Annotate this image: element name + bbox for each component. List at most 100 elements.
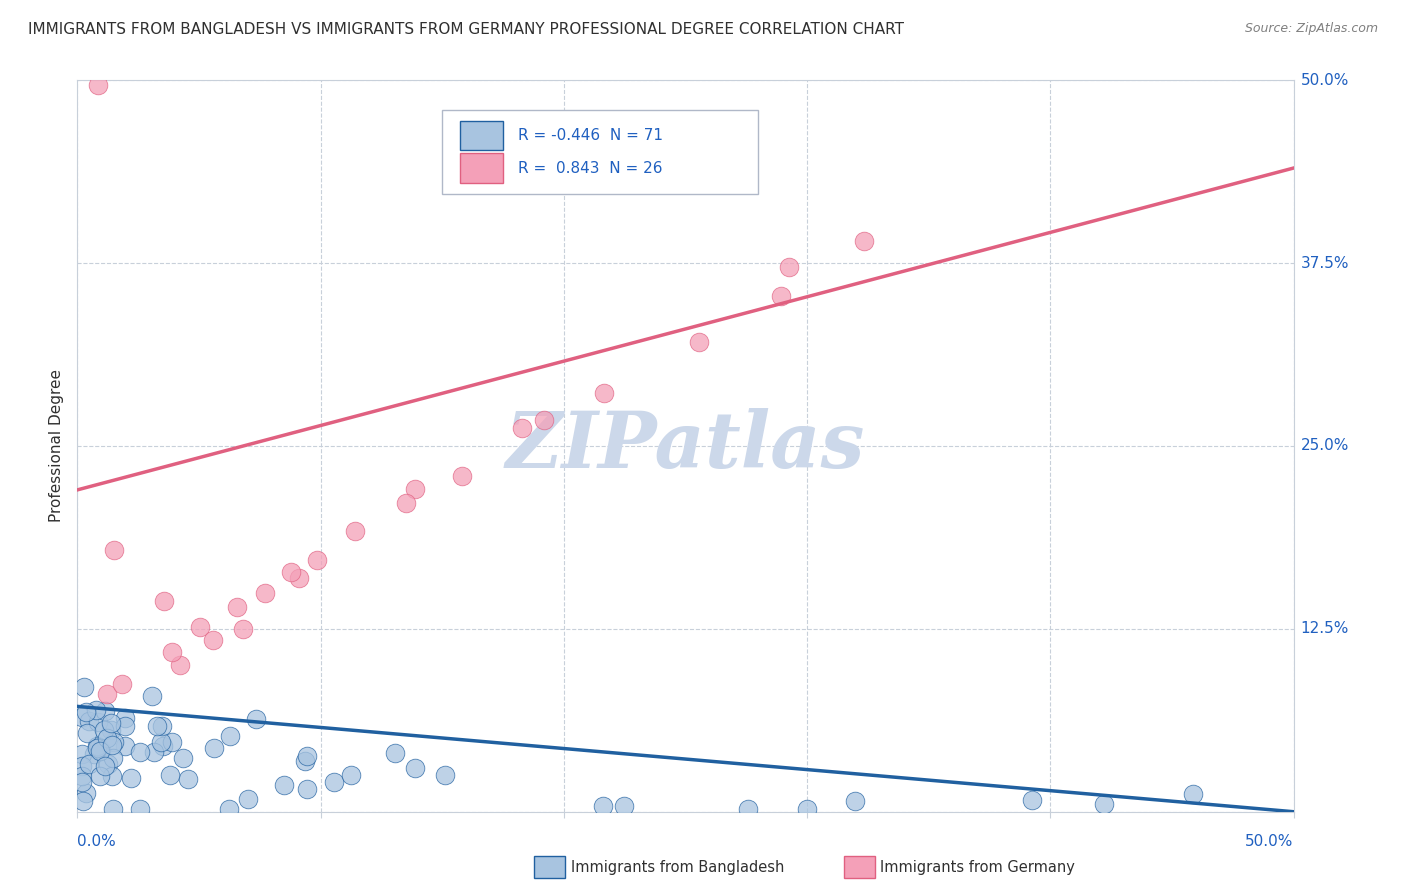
Point: [384, 746, 406, 760]
Point: [120, 771, 142, 785]
Point: [87, 740, 110, 755]
Point: [273, 778, 295, 792]
Point: [160, 645, 183, 659]
Text: R =  0.843  N = 26: R = 0.843 N = 26: [517, 161, 662, 176]
Point: [613, 798, 636, 813]
Text: Immigrants from Bangladesh: Immigrants from Bangladesh: [571, 860, 785, 874]
Point: [150, 719, 173, 733]
Point: [141, 690, 163, 704]
Point: [103, 542, 125, 557]
Point: [149, 734, 172, 748]
Point: [70, 759, 93, 773]
Point: [343, 524, 366, 539]
Point: [305, 553, 328, 567]
Point: [101, 739, 124, 753]
Point: [796, 802, 818, 816]
Point: [201, 633, 224, 648]
Point: [1182, 787, 1205, 801]
Point: [322, 775, 344, 789]
Point: [433, 768, 456, 782]
Point: [160, 735, 183, 749]
Text: Immigrants from Germany: Immigrants from Germany: [880, 860, 1076, 874]
Point: [70, 774, 93, 789]
Point: [77, 714, 100, 728]
Point: [103, 735, 125, 749]
Point: [253, 586, 276, 600]
Point: [94, 704, 117, 718]
Point: [101, 751, 124, 765]
Text: IMMIGRANTS FROM BANGLADESH VS IMMIGRANTS FROM GERMANY PROFESSIONAL DEGREE CORREL: IMMIGRANTS FROM BANGLADESH VS IMMIGRANTS…: [28, 22, 904, 37]
Text: 50.0%: 50.0%: [1246, 834, 1294, 849]
Point: [737, 802, 759, 816]
Point: [75, 705, 97, 719]
Point: [75, 786, 97, 800]
Point: [533, 413, 555, 427]
Bar: [460, 153, 503, 183]
Point: [592, 798, 614, 813]
Point: [169, 658, 191, 673]
Point: [83, 747, 105, 761]
Point: [70, 747, 93, 761]
Point: [451, 469, 474, 483]
Point: [100, 723, 122, 737]
Point: [73, 680, 96, 694]
Point: [93, 723, 115, 737]
Point: [404, 761, 426, 775]
Point: [295, 782, 318, 797]
Point: [172, 751, 194, 765]
Point: [114, 719, 136, 733]
Point: [287, 571, 309, 585]
Point: [76, 726, 98, 740]
Text: 0.0%: 0.0%: [77, 834, 117, 849]
Point: [769, 288, 792, 302]
Point: [593, 386, 616, 401]
Point: [404, 482, 426, 496]
Point: [202, 740, 225, 755]
Point: [852, 234, 875, 248]
Text: 50.0%: 50.0%: [1301, 73, 1348, 87]
Point: [90, 743, 112, 757]
Point: [94, 759, 117, 773]
Point: [340, 768, 363, 782]
Point: [114, 710, 136, 724]
Point: [70, 769, 93, 783]
Text: 25.0%: 25.0%: [1301, 439, 1348, 453]
Point: [280, 565, 302, 579]
Point: [100, 769, 122, 783]
Point: [87, 78, 110, 92]
Point: [218, 802, 240, 816]
Point: [86, 739, 108, 754]
Point: [111, 677, 134, 691]
Point: [245, 712, 267, 726]
Y-axis label: Professional Degree: Professional Degree: [49, 369, 65, 523]
Point: [77, 757, 100, 772]
Text: Source: ZipAtlas.com: Source: ZipAtlas.com: [1244, 22, 1378, 36]
Point: [219, 729, 242, 743]
Text: 12.5%: 12.5%: [1301, 622, 1348, 636]
Point: [395, 495, 418, 509]
Point: [72, 794, 94, 808]
Point: [778, 260, 800, 275]
Point: [87, 714, 110, 729]
Point: [153, 594, 176, 608]
Point: [129, 745, 152, 759]
Bar: [460, 120, 503, 150]
Text: 37.5%: 37.5%: [1301, 256, 1348, 270]
Text: ZIPatlas: ZIPatlas: [506, 408, 865, 484]
Point: [142, 745, 165, 759]
Point: [97, 756, 120, 771]
Point: [96, 687, 118, 701]
Point: [225, 599, 247, 614]
Point: [89, 744, 111, 758]
Point: [96, 731, 118, 745]
Point: [152, 739, 174, 753]
Point: [84, 703, 107, 717]
Point: [1021, 793, 1043, 807]
Point: [844, 794, 866, 808]
Point: [231, 622, 253, 636]
Point: [128, 802, 150, 816]
Point: [176, 772, 198, 786]
Point: [89, 769, 111, 783]
Point: [512, 421, 534, 435]
Point: [159, 768, 181, 782]
